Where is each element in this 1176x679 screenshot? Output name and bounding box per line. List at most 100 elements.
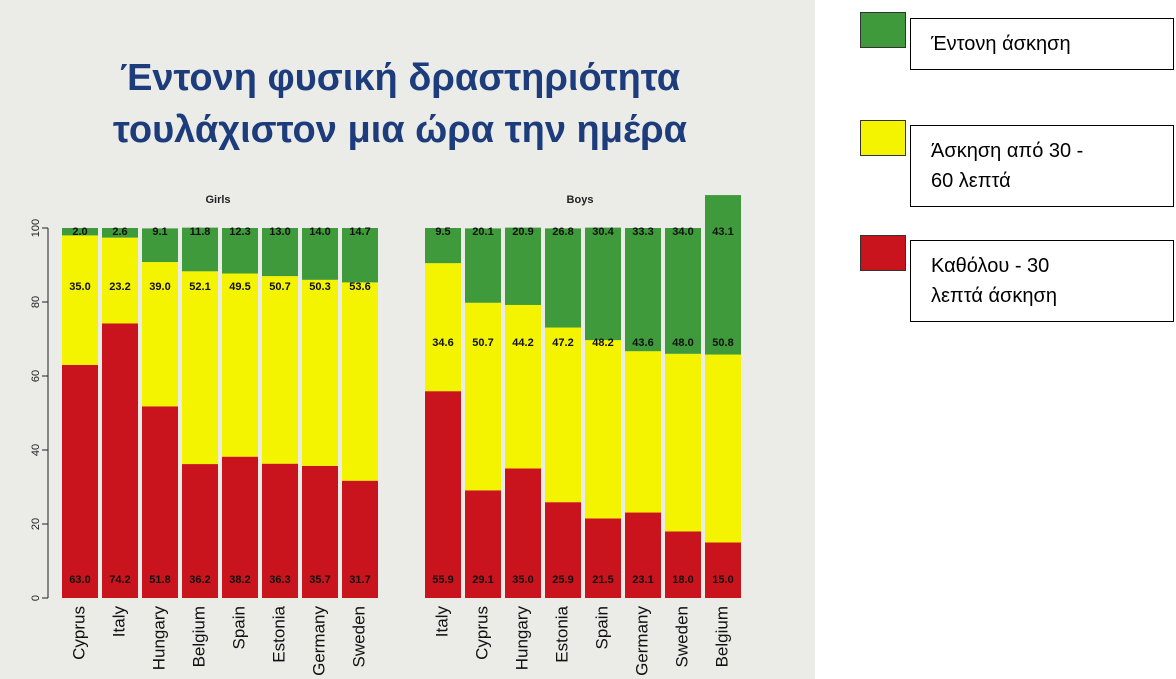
data-label: 43.1: [712, 226, 733, 238]
bar-segment: [262, 228, 298, 277]
subtitle: Boys: [567, 194, 594, 206]
bar-segment: [465, 490, 501, 598]
segment: Άσκηση από 30 - 60 λεπτά: [302, 279, 338, 466]
segment: Έντονη άσκηση: [142, 228, 178, 263]
bar-segment: [665, 228, 701, 354]
segment: Άσκηση από 30 - 60 λεπτά: [222, 273, 258, 457]
data-label: 15.0: [712, 574, 733, 586]
x-tick-label: Belgium: [189, 606, 208, 667]
legend-box: Άσκηση από 30 - 60 λεπτά: [910, 125, 1174, 207]
data-label: 18.0: [672, 574, 693, 586]
segment: Καθόλου - 30 λεπτά άσκηση: [465, 490, 501, 598]
bar-segment: [302, 228, 338, 280]
bar-segment: [425, 228, 461, 264]
data-label: 13.0: [269, 226, 290, 238]
data-label: 2.0: [72, 226, 87, 238]
data-label: 48.2: [592, 337, 613, 349]
segment: Καθόλου - 30 λεπτά άσκηση: [102, 323, 138, 598]
bar-segment: [625, 351, 661, 513]
segment: Έντονη άσκηση: [62, 228, 98, 236]
segment: Καθόλου - 30 λεπτά άσκηση: [222, 456, 258, 598]
bar-segment: [665, 531, 701, 598]
bar-segment: [142, 228, 178, 263]
bar-segment: [545, 327, 581, 503]
y-tick-label: 20: [30, 518, 42, 530]
data-label: 31.7: [349, 574, 370, 586]
bar-segment: [222, 273, 258, 457]
bar-segment: [182, 227, 218, 272]
y-tick-label: 80: [30, 296, 42, 308]
data-label: 50.3: [309, 281, 330, 293]
data-label: 39.0: [149, 281, 170, 293]
segment: Καθόλου - 30 λεπτά άσκηση: [262, 463, 298, 598]
segment: Έντονη άσκηση: [302, 228, 338, 280]
bar-segment: [342, 480, 378, 598]
segment: Άσκηση από 30 - 60 λεπτά: [62, 235, 98, 365]
data-label: 14.0: [309, 226, 330, 238]
segment: Έντονη άσκηση: [182, 227, 218, 272]
data-label: 36.3: [269, 574, 290, 586]
data-label: 44.2: [512, 337, 533, 349]
legend-label: Άσκηση από 30 - 60 λεπτά: [931, 140, 1084, 192]
bar-segment: [262, 276, 298, 464]
data-label: 51.8: [149, 574, 170, 586]
x-tick-label: Italy: [432, 606, 451, 638]
data-label: 50.7: [472, 337, 493, 349]
segment: Έντονη άσκηση: [585, 227, 621, 341]
x-tick-label: Sweden: [349, 606, 368, 667]
legend-swatch: [860, 12, 906, 48]
bar-segment: [625, 228, 661, 352]
data-label: 34.0: [672, 226, 693, 238]
bar-segment: [62, 364, 98, 598]
data-label: 52.1: [189, 281, 210, 293]
segment: Καθόλου - 30 λεπτά άσκηση: [142, 406, 178, 598]
data-label: 63.0: [69, 574, 90, 586]
segment: Άσκηση από 30 - 60 λεπτά: [545, 327, 581, 503]
bar-segment: [425, 391, 461, 598]
data-label: 36.2: [189, 574, 210, 586]
data-label: 23.1: [632, 574, 653, 586]
bar-segment: [705, 195, 741, 355]
legend-swatch: [860, 120, 906, 156]
legend-box: Έντονη άσκηση: [910, 18, 1174, 70]
bar-segment: [505, 304, 541, 469]
segment: Άσκηση από 30 - 60 λεπτά: [505, 304, 541, 469]
data-label: 74.2: [109, 574, 130, 586]
segment: Έντονη άσκηση: [545, 228, 581, 328]
segment: Άσκηση από 30 - 60 λεπτά: [102, 237, 138, 324]
bar-segment: [142, 262, 178, 407]
x-tick-label: Sweden: [672, 606, 691, 667]
data-label: 33.3: [632, 226, 653, 238]
data-label: 43.6: [632, 337, 653, 349]
segment: Έντονη άσκηση: [262, 228, 298, 277]
bar-segment: [505, 468, 541, 598]
bar-segment: [342, 282, 378, 481]
bar-segment: [342, 228, 378, 283]
segment: Άσκηση από 30 - 60 λεπτά: [625, 351, 661, 513]
bar-segment: [425, 263, 461, 392]
segment: Έντονη άσκηση: [505, 227, 541, 305]
bar-segment: [182, 464, 218, 598]
bar-segment: [102, 237, 138, 324]
data-label: 35.0: [69, 281, 90, 293]
x-tick-label: Estonia: [552, 605, 571, 662]
segment: Έντονη άσκηση: [222, 228, 258, 274]
x-tick-label: Cyprus: [472, 606, 491, 660]
data-label: 26.8: [552, 226, 573, 238]
bar-segment: [545, 502, 581, 598]
segment: Άσκηση από 30 - 60 λεπτά: [182, 271, 218, 465]
segment: Έντονη άσκηση: [465, 228, 501, 303]
segment: Άσκηση από 30 - 60 λεπτά: [342, 282, 378, 481]
segment: Έντονη άσκηση: [665, 228, 701, 354]
x-tick-label: Hungary: [512, 606, 531, 671]
segment: Έντονη άσκηση: [705, 195, 741, 355]
segment: Άσκηση από 30 - 60 λεπτά: [262, 276, 298, 464]
x-tick-label: Hungary: [149, 606, 168, 671]
data-label: 20.9: [512, 226, 533, 238]
bar-segment: [182, 271, 218, 465]
data-label: 38.2: [229, 574, 250, 586]
segment: Καθόλου - 30 λεπτά άσκηση: [545, 502, 581, 598]
segment: Καθόλου - 30 λεπτά άσκηση: [665, 531, 701, 598]
data-label: 20.1: [472, 226, 493, 238]
